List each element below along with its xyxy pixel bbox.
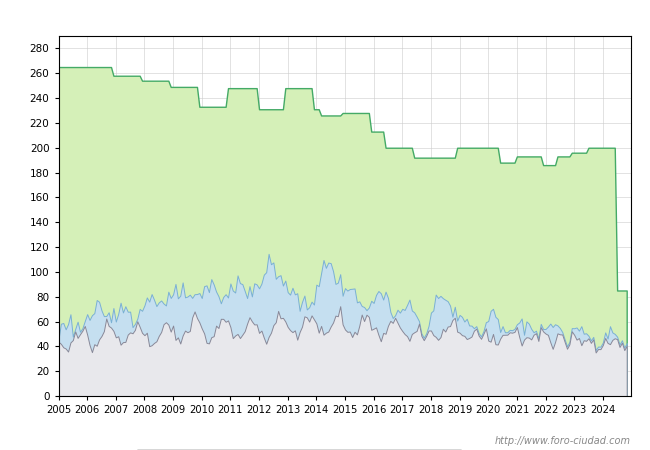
Text: Trabadelo - Evolucion de la poblacion en edad de Trabajar Noviembre de 2024: Trabadelo - Evolucion de la poblacion en… [64, 10, 586, 23]
Text: http://www.foro-ciudad.com: http://www.foro-ciudad.com [495, 436, 630, 446]
